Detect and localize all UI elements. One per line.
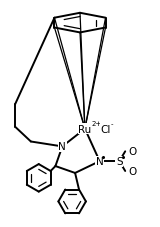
Text: Ru: Ru — [78, 124, 92, 134]
Text: N: N — [58, 142, 66, 152]
Text: Cl: Cl — [101, 124, 111, 134]
Text: S: S — [116, 156, 123, 166]
Text: 2+: 2+ — [92, 120, 102, 126]
Text: -: - — [110, 120, 113, 126]
Text: O: O — [128, 166, 136, 176]
Text: O: O — [128, 147, 136, 157]
Text: N: N — [96, 156, 104, 166]
